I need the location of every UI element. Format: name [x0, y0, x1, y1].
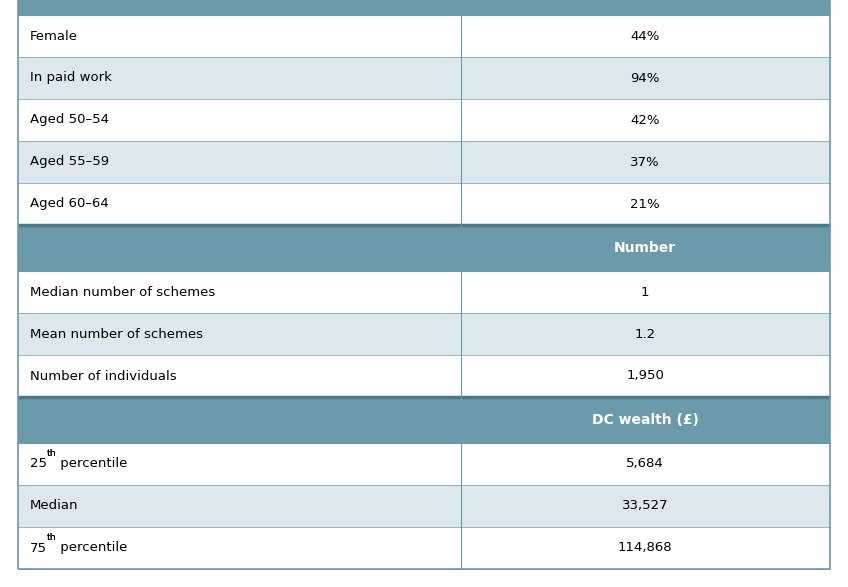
- Text: Median number of schemes: Median number of schemes: [31, 285, 215, 299]
- Text: 37%: 37%: [630, 156, 660, 168]
- Bar: [460, 485, 830, 527]
- Bar: [18, 443, 460, 485]
- Bar: [18, 313, 460, 355]
- Text: Aged 60–64: Aged 60–64: [31, 197, 109, 211]
- Bar: [460, 141, 830, 183]
- Text: 94%: 94%: [631, 72, 660, 85]
- Text: 42%: 42%: [631, 113, 660, 127]
- Text: 1.2: 1.2: [634, 328, 656, 340]
- Text: Median: Median: [31, 500, 79, 512]
- Text: th: th: [47, 449, 56, 458]
- Text: 25: 25: [31, 457, 47, 471]
- Bar: [460, 271, 830, 313]
- Text: 1: 1: [641, 285, 650, 299]
- Text: Female: Female: [31, 29, 78, 42]
- Text: th: th: [47, 533, 56, 542]
- Bar: [18, 183, 460, 225]
- Text: 33,527: 33,527: [622, 500, 668, 512]
- Bar: [460, 355, 830, 397]
- Bar: [18, 485, 460, 527]
- Bar: [18, 225, 830, 271]
- Bar: [18, 57, 460, 99]
- Bar: [18, 527, 460, 569]
- Text: Aged 55–59: Aged 55–59: [31, 156, 109, 168]
- Text: 21%: 21%: [630, 197, 660, 211]
- Text: 44%: 44%: [631, 29, 660, 42]
- Text: percentile: percentile: [56, 457, 127, 471]
- Bar: [460, 99, 830, 141]
- Text: percentile: percentile: [56, 541, 127, 555]
- Bar: [460, 443, 830, 485]
- Text: DC wealth (£): DC wealth (£): [592, 413, 699, 427]
- Bar: [460, 183, 830, 225]
- Bar: [18, 355, 460, 397]
- Text: th: th: [47, 533, 56, 542]
- Bar: [460, 313, 830, 355]
- Text: 5,684: 5,684: [627, 457, 664, 471]
- Bar: [460, 15, 830, 57]
- Bar: [18, 0, 830, 15]
- Text: th: th: [47, 449, 56, 458]
- Bar: [460, 527, 830, 569]
- Bar: [18, 15, 460, 57]
- Text: In paid work: In paid work: [31, 72, 112, 85]
- Bar: [18, 99, 460, 141]
- Bar: [18, 271, 460, 313]
- Text: Number of individuals: Number of individuals: [31, 369, 176, 383]
- Bar: [460, 57, 830, 99]
- Text: 1,950: 1,950: [627, 369, 664, 383]
- Bar: [18, 397, 830, 443]
- Text: Mean number of schemes: Mean number of schemes: [31, 328, 204, 340]
- Bar: [18, 141, 460, 183]
- Text: 114,868: 114,868: [618, 541, 672, 555]
- Text: 75: 75: [31, 541, 47, 555]
- Text: Aged 50–54: Aged 50–54: [31, 113, 109, 127]
- Text: Number: Number: [614, 241, 677, 255]
